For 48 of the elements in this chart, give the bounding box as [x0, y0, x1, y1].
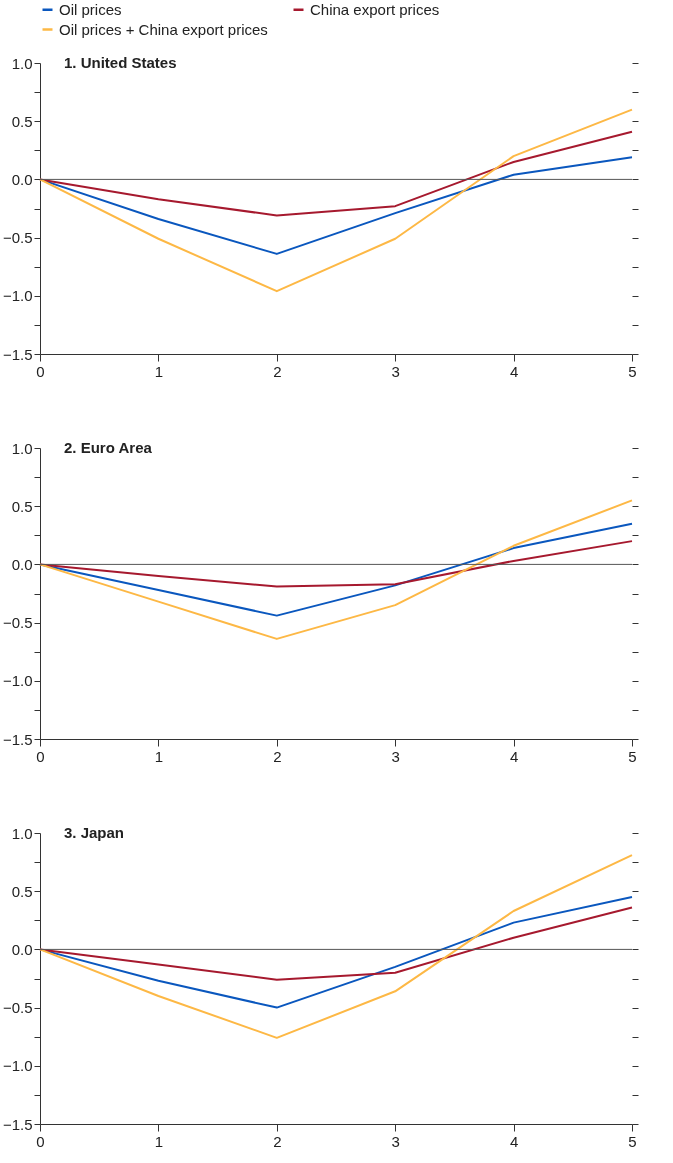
y-tick-label: 1.0: [11, 824, 33, 842]
chart-title: 2. Euro Area: [64, 439, 153, 456]
x-tick-label: 3: [391, 747, 400, 765]
y-tick-label: −0.5: [2, 999, 33, 1017]
y-tick-label: −1.0: [2, 672, 33, 690]
x-tick-label: 1: [154, 747, 164, 765]
y-tick-label: 0.0: [11, 555, 33, 573]
line-series: [39, 108, 633, 293]
chart-title: 1. United States: [64, 54, 177, 71]
y-tick-label: −1.5: [2, 345, 33, 363]
x-tick-label: 2: [273, 747, 282, 765]
x-tick-label: 4: [509, 747, 519, 765]
x-tick-label: 5: [628, 747, 637, 765]
x-tick-label: 5: [628, 1132, 637, 1150]
line-series: [39, 499, 633, 640]
x-tick-label: 0: [36, 1132, 45, 1150]
x-tick-label: 1: [154, 1132, 164, 1150]
x-tick-label: 5: [628, 362, 637, 380]
y-tick-label: 0.0: [11, 940, 33, 958]
line-series: [39, 130, 633, 217]
y-tick-label: 0.0: [11, 170, 33, 188]
y-tick-label: 1.0: [11, 54, 33, 72]
x-tick-label: 0: [36, 747, 45, 765]
y-tick-label: −0.5: [2, 229, 33, 247]
x-tick-label: 0: [36, 362, 45, 380]
x-tick-label: 2: [273, 1132, 282, 1150]
y-tick-label: −1.5: [2, 730, 33, 748]
x-tick-label: 4: [509, 1132, 519, 1150]
y-tick-label: −1.0: [2, 1057, 33, 1075]
legend-label: Oil prices + China export prices: [59, 20, 268, 38]
legend-label: Oil prices: [59, 0, 122, 18]
y-tick-label: −1.5: [2, 1115, 33, 1133]
y-tick-label: 1.0: [11, 439, 33, 457]
line-series: [39, 854, 633, 1039]
y-tick-label: −1.0: [2, 287, 33, 305]
x-tick-label: 1: [154, 362, 164, 380]
x-tick-label: 3: [391, 1132, 400, 1150]
line-series: [39, 906, 633, 981]
y-tick-label: 0.5: [11, 882, 33, 900]
chart-title: 3. Japan: [64, 824, 125, 841]
line-series: [39, 540, 633, 588]
x-tick-label: 3: [391, 362, 400, 380]
x-tick-label: 2: [273, 362, 282, 380]
x-tick-label: 4: [509, 362, 519, 380]
legend-label: China export prices: [310, 0, 440, 18]
y-tick-label: 0.5: [11, 497, 33, 515]
y-tick-label: 0.5: [11, 112, 33, 130]
y-tick-label: −0.5: [2, 614, 33, 632]
